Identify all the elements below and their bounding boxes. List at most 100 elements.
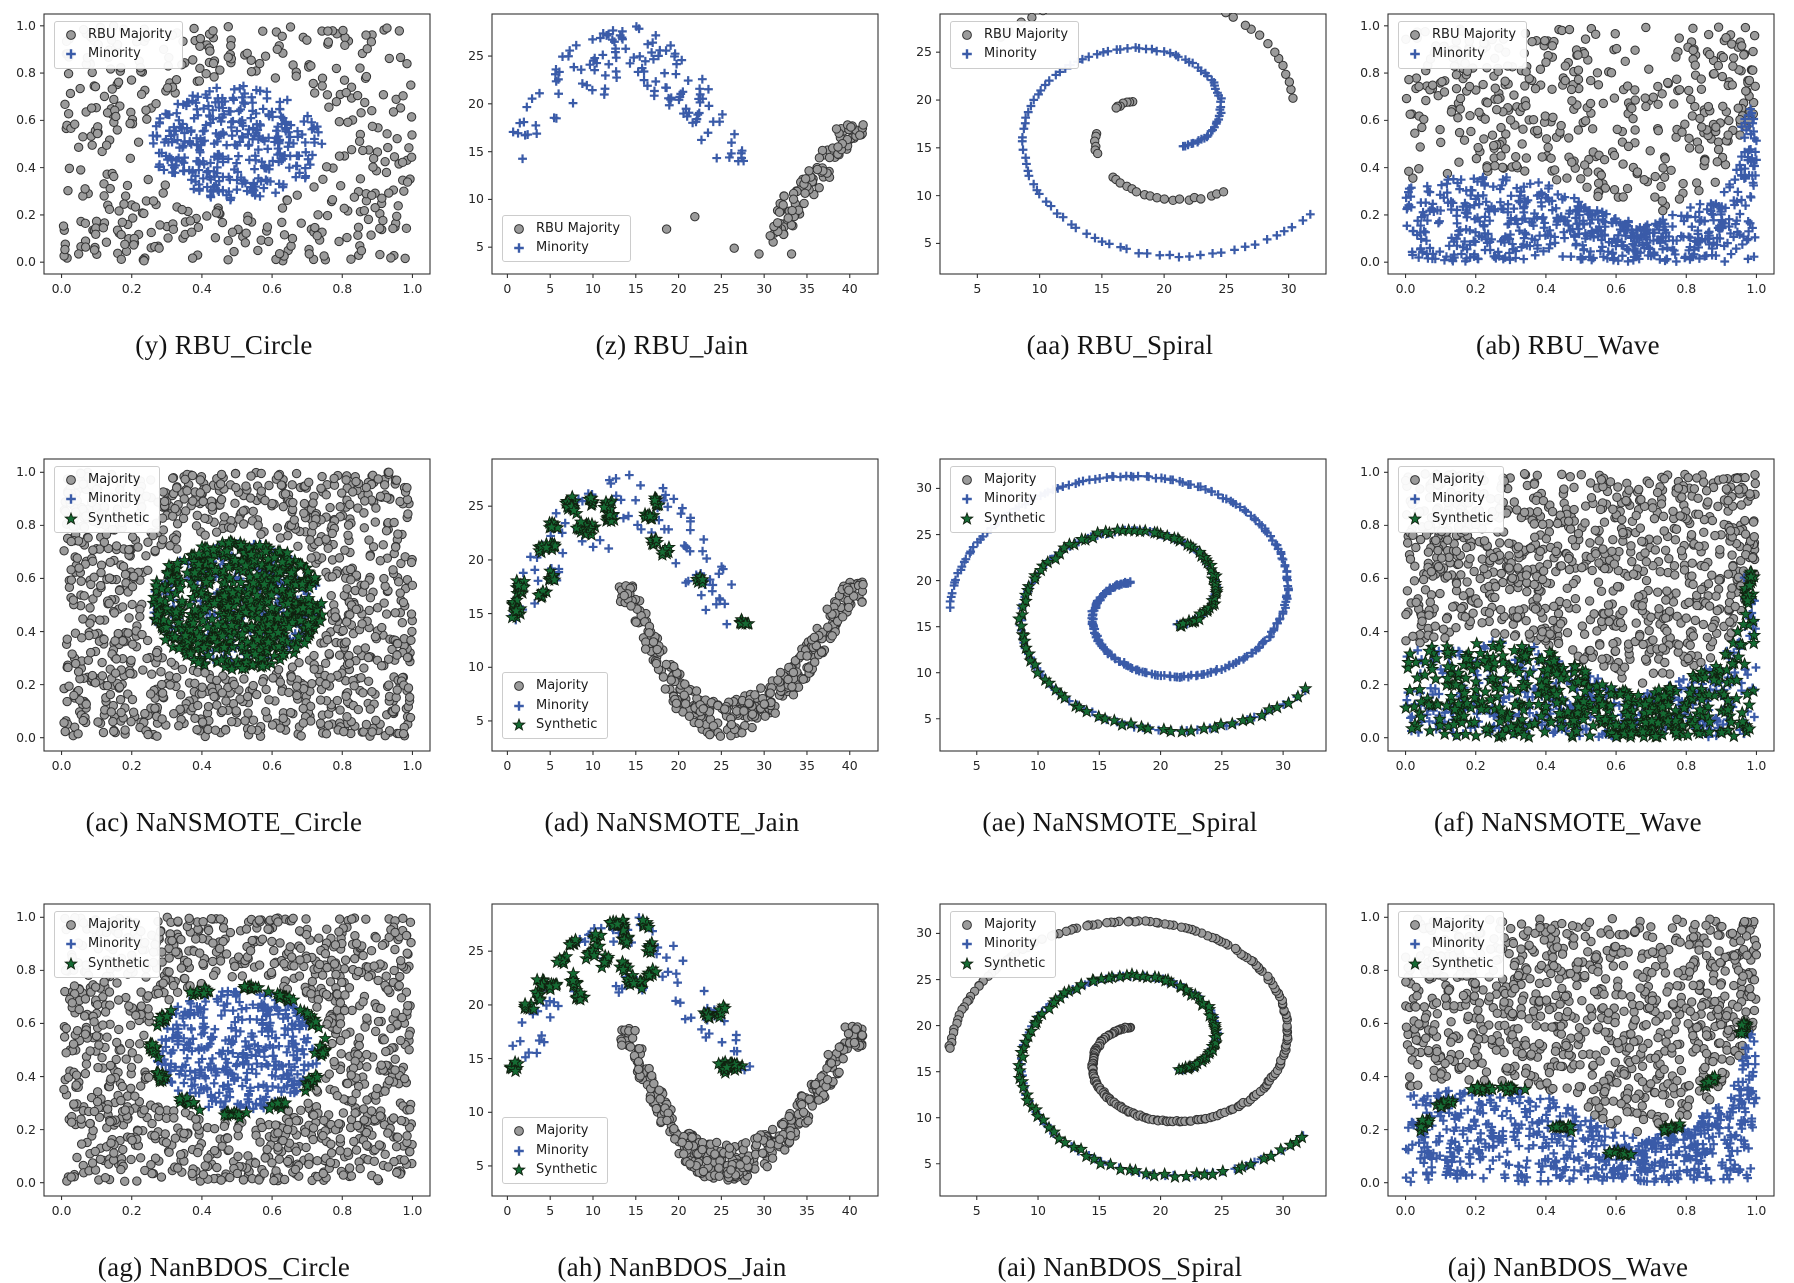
synthetic-star-icon [64,511,78,525]
x-tick-label: 0.8 [1676,281,1697,296]
y-tick-label: 1.0 [16,909,36,925]
y-tick-label: 0.4 [1360,623,1380,639]
majority-circle-icon [1410,475,1420,486]
y-tick-label: 1.0 [16,464,36,480]
y-tick-label: 0.4 [16,1068,36,1084]
x-tick-label: 0.4 [191,281,212,296]
legend-entry-plus: Minority [959,936,1045,952]
subplot-caption: (ae) NaNSMOTE_Spiral [982,807,1258,837]
majority-circle-icon [962,30,972,41]
legend-label: Synthetic [1432,955,1494,971]
x-tick-label: 25 [1213,758,1230,773]
legend-label: Synthetic [984,955,1046,971]
y-tick-label: 1.0 [16,17,36,33]
x-tick-label: 5 [546,1203,555,1218]
y-tick-label: 25 [468,48,484,64]
legend-entry-circle: RBU Majority [959,27,1068,43]
y-tick-label: 0.2 [1360,1121,1380,1137]
majority-circle-icon [1410,920,1420,931]
x-tick-label: 25 [1213,1203,1230,1218]
legend-label: Minority [1432,46,1485,62]
subplot-rbu-circle: 0.0 0.2 0.4 0.6 0.8 1.0 0.0 0.2 0.4 0.6 0.8 1.0 RBU … [0,4,448,361]
x-tick-label: 5 [972,1203,981,1218]
x-tick-label: 0.2 [121,758,142,773]
legend-label: RBU Majority [984,27,1069,42]
legend-label: Majority [984,917,1037,932]
plot-area-nansmote-circle: 0.0 0.2 0.4 0.6 0.8 1.0 0.0 0.2 0.4 0.6 0.8 1.0 Majo… [0,449,448,781]
subplot-nanbdos-jain: 0 5 10 15 20 25 30 35 40 5 10 15 20 25 Majority Minorit… [448,894,896,1283]
subplot-nanbdos-wave: 0.0 0.2 0.4 0.6 0.8 1.0 0.0 0.2 0.4 0.6 0.8 1.0 Majo… [1344,894,1792,1283]
y-tick-label: 0.6 [1360,570,1380,586]
majority-circle-icon [514,223,524,234]
legend-label: Minority [88,491,141,507]
synthetic-star-icon [512,1162,526,1176]
legend-label: Majority [536,678,589,694]
x-tick-label: 15 [627,1203,644,1218]
x-tick-label: 0.4 [1535,758,1556,773]
y-tick-label: 15 [916,618,932,634]
plot-area-nansmote-wave: 0.0 0.2 0.4 0.6 0.8 1.0 0.0 0.2 0.4 0.6 0.8 1.0 Majo… [1344,449,1792,781]
subplot-caption: (ac) NaNSMOTE_Circle [85,807,363,837]
legend-entry-plus: Minority [1407,491,1493,507]
x-tick-label: 0.2 [1465,758,1486,773]
x-tick-label: 30 [756,758,773,773]
legend-nansmote-circle: Majority Minority Synthetic [54,466,161,533]
x-tick-label: 10 [585,281,601,296]
y-tick-label: 0.8 [1360,517,1380,533]
plot-area-rbu-jain: 0 5 10 15 20 25 30 35 40 5 10 15 20 25 RBU Majority Min… [448,4,896,304]
y-tick-label: 5 [476,239,484,255]
legend-label: Synthetic [88,510,150,526]
legend-label: Minority [984,46,1037,62]
y-tick-label: 10 [468,1104,484,1120]
y-tick-label: 0.0 [1360,729,1380,745]
majority-circle-icon [66,30,76,41]
x-tick-label: 15 [1093,281,1110,296]
minority-plus-icon [962,494,972,505]
legend-label: Synthetic [984,510,1046,526]
x-tick-label: 40 [841,758,858,773]
legend-label: RBU Majority [88,27,173,42]
minority-plus-icon [962,939,972,950]
x-tick-label: 30 [1275,1203,1292,1218]
x-tick-label: 0.0 [1395,281,1416,296]
legend-label: Minority [1432,936,1485,952]
legend-label: Minority [1432,491,1485,507]
legend-nansmote-spiral: Majority Minority Synthetic [950,466,1057,533]
legend-label: Majority [88,472,141,487]
y-tick-label: 10 [916,1109,932,1125]
y-tick-label: 1.0 [1360,17,1380,33]
legend-entry-star: Synthetic [1407,511,1493,527]
y-tick-label: 10 [468,659,484,675]
y-tick-label: 0.6 [16,112,36,128]
plot-area-nanbdos-jain: 0 5 10 15 20 25 30 35 40 5 10 15 20 25 Majority Minorit… [448,894,896,1226]
x-tick-label: 35 [799,1203,815,1218]
legend-rbu-spiral: RBU Majority Minority [950,21,1080,69]
y-tick-label: 15 [916,139,932,155]
subplot-caption: (aa) RBU_Spiral [1026,330,1214,360]
x-tick-label: 35 [799,758,815,773]
x-tick-label: 0.0 [51,281,72,296]
legend-entry-plus: Minority [1407,46,1516,62]
y-tick-label: 15 [916,1063,932,1079]
y-tick-label: 0.8 [16,65,36,81]
x-tick-label: 20 [670,281,687,296]
y-tick-label: 20 [916,1017,932,1033]
synthetic-star-icon [1408,511,1422,525]
minority-plus-icon [66,939,76,950]
x-tick-label: 0.4 [1535,1203,1556,1218]
x-tick-label: 0.4 [1535,281,1556,296]
y-tick-label: 1.0 [1360,909,1380,925]
x-tick-label: 1.0 [1746,1203,1767,1218]
figure-row-nansmote: 0.0 0.2 0.4 0.6 0.8 1.0 0.0 0.2 0.4 0.6 0.8 1.0 Majo… [0,449,1794,838]
x-tick-label: 0.0 [51,1203,72,1218]
x-tick-label: 0.8 [1676,758,1697,773]
legend-entry-circle: Majority [511,678,597,694]
legend-label: Synthetic [536,716,598,732]
legend-entry-plus: Minority [63,46,172,62]
majority-circle-icon [514,681,524,692]
legend-nansmote-wave: Majority Minority Synthetic [1398,466,1505,533]
y-tick-label: 0.8 [1360,65,1380,81]
legend-entry-circle: RBU Majority [1407,27,1516,43]
y-tick-label: 10 [916,664,932,680]
x-tick-label: 0.8 [332,758,353,773]
